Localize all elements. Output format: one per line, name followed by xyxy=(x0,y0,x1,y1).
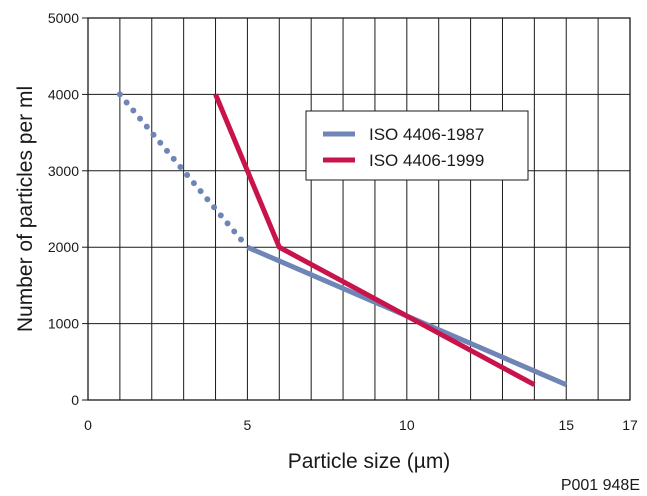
legend-box xyxy=(305,110,529,181)
legend-label: ISO 4406-1987 xyxy=(369,125,484,144)
y-tick-label: 1000 xyxy=(48,316,79,332)
y-tick-label: 0 xyxy=(71,392,79,408)
x-tick-label: 10 xyxy=(399,417,415,433)
legend-label: ISO 4406-1999 xyxy=(369,151,484,170)
x-tick-label: 0 xyxy=(84,417,92,433)
plot-frame xyxy=(87,17,631,401)
y-tick-label: 4000 xyxy=(48,86,79,102)
x-tick-label: 15 xyxy=(558,417,574,433)
y-tick-label: 5000 xyxy=(48,10,79,26)
y-tick-label: 2000 xyxy=(48,239,79,255)
figure-id: P001 948E xyxy=(561,477,640,494)
series-line xyxy=(116,91,251,251)
y-tick-label: 3000 xyxy=(48,163,79,179)
y-axis-label: Number of particles per ml xyxy=(14,86,37,332)
x-axis-label: Particle size (µm) xyxy=(288,450,451,473)
grid xyxy=(88,18,630,400)
x-tick-label: 17 xyxy=(622,417,638,433)
tick-labels: 0 1000 2000 3000 4000 5000 0 5 10 15 17 xyxy=(48,10,638,433)
series-line xyxy=(213,93,536,387)
x-tick-label: 5 xyxy=(244,417,252,433)
series-lines xyxy=(116,91,568,388)
axes xyxy=(82,17,631,401)
legend: ISO 4406-1987 ISO 4406-1999 xyxy=(305,110,529,181)
